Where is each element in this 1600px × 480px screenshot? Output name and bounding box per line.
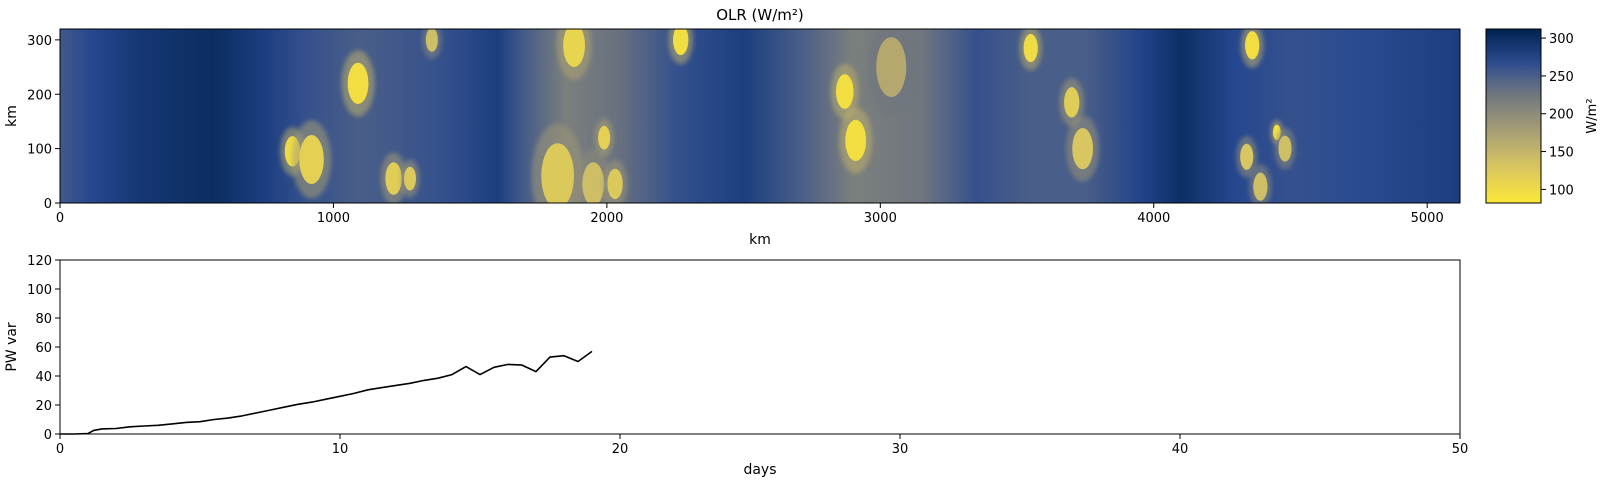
- convective-cell: [299, 135, 324, 184]
- y-tick-label: 300: [27, 34, 52, 49]
- convective-cell: [876, 37, 907, 97]
- convective-cell: [1245, 31, 1260, 60]
- y-tick-label: 80: [35, 312, 52, 327]
- line-panel: 0 10 20 30 40 50 0 20 40 60 80 100 120 days PW var: [4, 254, 1468, 478]
- line-x-label: days: [743, 462, 776, 478]
- heatmap-plot-area: [60, 29, 1460, 203]
- colorbar-tick-label: 100: [1549, 183, 1574, 198]
- heatmap-title: OLR (W/m²): [716, 6, 804, 24]
- line-frame: [59, 259, 1461, 435]
- convective-cell: [598, 125, 611, 150]
- y-tick-label: 100: [27, 283, 52, 298]
- convective-cell: [673, 29, 689, 56]
- heatmap-panel: OLR (W/m²) 0 1000 2000 3000 4000 5000 0 100 200…: [4, 6, 1600, 248]
- x-tick-label: 5000: [1411, 211, 1444, 226]
- colorbar-tick-label: 250: [1549, 70, 1574, 85]
- x-tick-label: 3000: [864, 211, 897, 226]
- x-tick-label: 20: [612, 442, 629, 457]
- convective-cell: [1253, 172, 1268, 201]
- line-y-label: PW var: [4, 322, 20, 372]
- y-tick-label: 60: [35, 341, 52, 356]
- y-tick-label: 40: [35, 370, 52, 385]
- convective-cell: [1278, 135, 1292, 162]
- convective-cell: [347, 62, 369, 105]
- y-tick-label: 100: [27, 143, 52, 158]
- convective-cell: [1240, 143, 1254, 170]
- convective-cell: [1023, 33, 1038, 63]
- x-tick-label: 50: [1452, 442, 1469, 457]
- convective-cell: [563, 29, 585, 68]
- colorbar-ticks: 100 150 200 250 300: [1541, 32, 1574, 198]
- y-tick-label: 200: [27, 88, 52, 103]
- x-tick-label: 0: [56, 442, 64, 457]
- y-tick-label: 0: [44, 197, 52, 212]
- convective-cell: [403, 166, 417, 191]
- heatmap-x-ticks: 0 1000 2000 3000 4000 5000: [56, 203, 1444, 226]
- y-tick-label: 20: [35, 399, 52, 414]
- x-tick-label: 10: [332, 442, 349, 457]
- line-plot-area: [60, 350, 593, 435]
- heatmap-frame: [59, 28, 1461, 204]
- colorbar-tick-label: 200: [1549, 108, 1574, 123]
- colorbar-label: W/m²: [1585, 98, 1600, 133]
- x-tick-label: 1000: [317, 211, 350, 226]
- heatmap-y-ticks: 0 100 200 300: [27, 34, 60, 212]
- x-tick-label: 4000: [1137, 211, 1170, 226]
- y-tick-label: 0: [44, 428, 52, 443]
- x-tick-label: 0: [56, 211, 64, 226]
- convective-cell: [607, 168, 623, 200]
- convective-cell: [385, 162, 402, 195]
- convective-cell: [582, 162, 605, 203]
- pw-var-line: [60, 350, 593, 435]
- convective-cell: [836, 74, 854, 109]
- colorbar: [1485, 28, 1542, 204]
- heatmap-y-label: km: [4, 105, 20, 127]
- convective-cells: [280, 29, 1296, 203]
- convective-cell: [1064, 87, 1080, 118]
- convective-cell: [845, 119, 867, 162]
- heatmap-x-label: km: [749, 232, 771, 248]
- convective-cell: [425, 29, 438, 52]
- x-tick-label: 30: [892, 442, 909, 457]
- x-tick-label: 2000: [590, 211, 623, 226]
- x-tick-label: 40: [1172, 442, 1189, 457]
- colorbar-tick-label: 300: [1549, 32, 1574, 47]
- y-tick-label: 120: [27, 254, 52, 269]
- line-x-ticks: 0 10 20 30 40 50: [56, 434, 1468, 457]
- colorbar-tick-label: 150: [1549, 146, 1574, 161]
- line-y-ticks: 0 20 40 60 80 100 120: [27, 254, 60, 443]
- convective-cell: [1072, 127, 1094, 170]
- convective-cell: [541, 143, 575, 203]
